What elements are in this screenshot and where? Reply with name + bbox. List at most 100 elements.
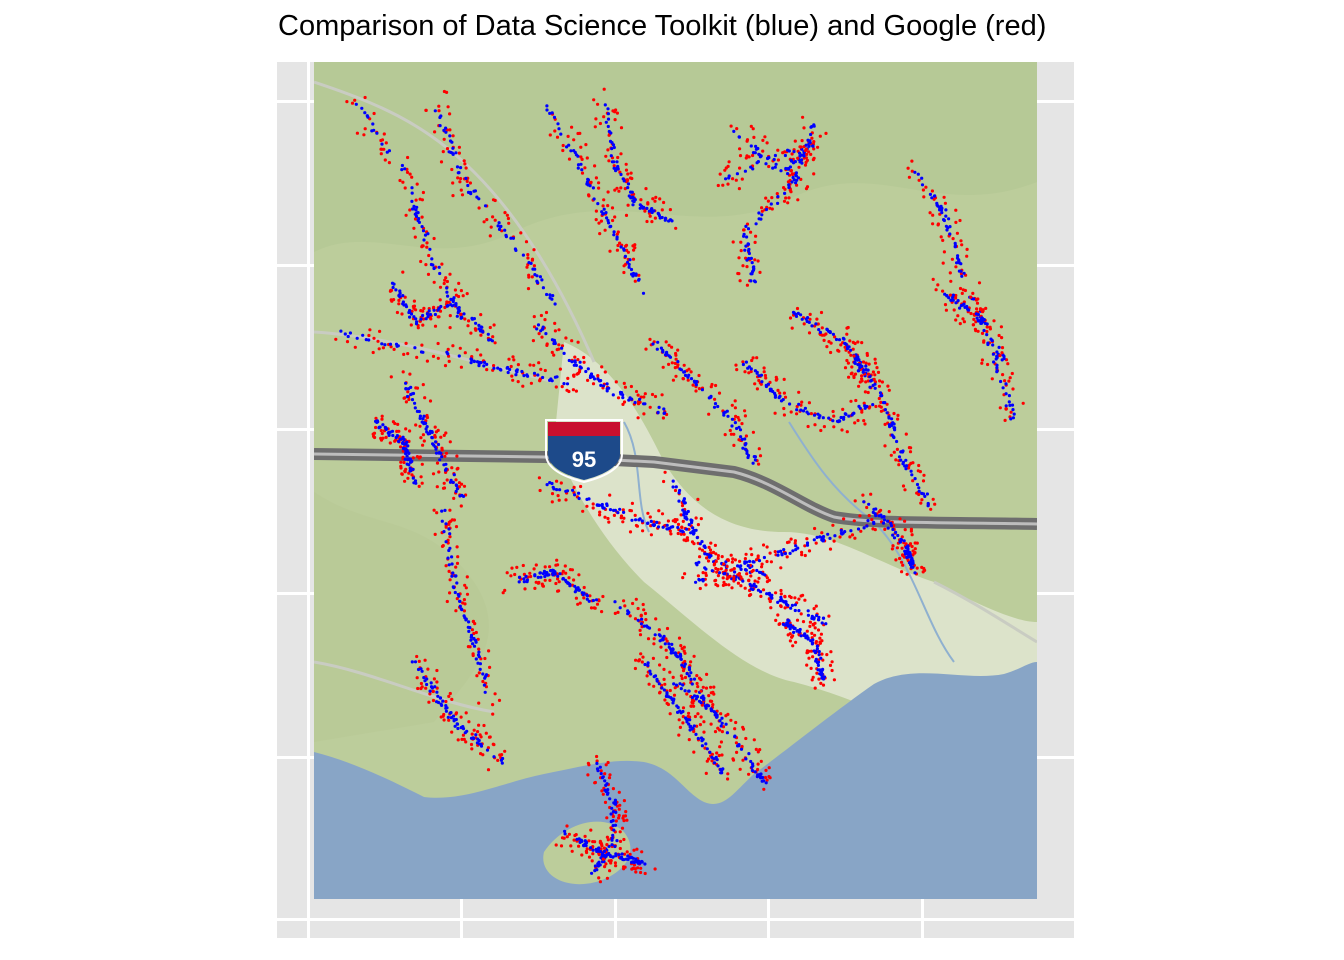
- google-point: [605, 843, 609, 847]
- dst-point: [867, 502, 871, 506]
- google-point: [751, 356, 755, 360]
- google-point: [411, 456, 415, 460]
- google-point: [569, 844, 573, 848]
- google-point: [793, 539, 797, 543]
- google-point: [431, 689, 435, 694]
- google-point: [783, 395, 788, 399]
- dst-point: [444, 709, 448, 713]
- google-point: [419, 681, 423, 686]
- dst-point: [587, 599, 591, 603]
- dst-point: [525, 373, 529, 377]
- google-point: [729, 718, 733, 722]
- google-point: [597, 598, 601, 602]
- google-point: [686, 378, 690, 382]
- dst-point: [737, 744, 741, 748]
- dst-point: [593, 864, 597, 868]
- dst-point: [608, 797, 612, 801]
- google-point: [712, 563, 716, 567]
- google-point: [971, 291, 975, 295]
- google-point: [810, 136, 814, 140]
- dst-point: [453, 724, 457, 728]
- dst-point: [400, 168, 404, 172]
- google-point: [768, 599, 772, 604]
- dst-point: [404, 442, 408, 446]
- google-point: [511, 355, 515, 359]
- dst-point: [741, 446, 745, 450]
- google-point: [743, 414, 747, 418]
- dst-point: [841, 531, 845, 535]
- google-point: [420, 462, 424, 466]
- dst-point: [478, 667, 482, 672]
- dst-point: [689, 531, 693, 535]
- google-point: [777, 622, 781, 627]
- google-point: [1010, 371, 1014, 376]
- google-point: [564, 336, 568, 340]
- dst-point: [422, 414, 426, 418]
- dst-point: [450, 304, 454, 308]
- google-point: [438, 285, 443, 289]
- google-point: [910, 159, 914, 163]
- google-point: [898, 517, 902, 521]
- google-point: [707, 412, 711, 416]
- google-point: [592, 606, 596, 610]
- google-point: [720, 753, 724, 757]
- google-point: [759, 382, 763, 386]
- google-point: [398, 178, 402, 183]
- dst-point: [687, 523, 691, 527]
- dst-point: [992, 360, 996, 364]
- dst-point: [753, 280, 757, 284]
- google-point: [621, 816, 625, 820]
- dst-point: [412, 481, 416, 485]
- google-point: [797, 597, 801, 601]
- google-point: [607, 520, 611, 524]
- dst-point: [492, 366, 496, 370]
- google-point: [372, 111, 376, 116]
- google-point: [679, 644, 683, 648]
- dst-point: [541, 286, 545, 290]
- google-point: [647, 682, 651, 686]
- google-point: [743, 586, 747, 590]
- google-point: [675, 518, 679, 522]
- dst-point: [732, 129, 736, 133]
- google-point: [747, 371, 751, 375]
- google-point: [762, 370, 766, 374]
- dst-point: [777, 396, 781, 400]
- dst-point: [733, 421, 737, 425]
- dst-point: [722, 572, 726, 576]
- dst-point: [619, 172, 623, 177]
- dst-point: [455, 314, 459, 318]
- google-point: [624, 810, 628, 814]
- google-point: [674, 353, 678, 357]
- dst-point: [414, 208, 418, 212]
- dst-point: [959, 304, 963, 308]
- google-point: [768, 206, 772, 210]
- google-point: [779, 588, 783, 593]
- dst-point: [678, 367, 682, 371]
- dst-point: [694, 528, 698, 532]
- google-point: [603, 370, 607, 374]
- google-point: [559, 844, 564, 848]
- google-point: [821, 683, 826, 687]
- google-point: [597, 876, 601, 880]
- google-point: [660, 683, 664, 687]
- google-point: [646, 201, 650, 205]
- google-point: [815, 671, 819, 675]
- dst-point: [428, 312, 433, 317]
- google-point: [668, 208, 672, 212]
- dst-point: [423, 233, 428, 237]
- google-point: [910, 544, 914, 549]
- dst-point: [454, 303, 458, 308]
- dst-point: [682, 664, 686, 669]
- google-point: [477, 701, 481, 705]
- dst-point: [662, 688, 666, 692]
- dst-point: [586, 367, 590, 371]
- google-point: [554, 385, 558, 389]
- google-point: [873, 361, 878, 365]
- dst-point: [559, 132, 563, 136]
- google-point: [477, 647, 481, 651]
- google-point: [448, 272, 452, 276]
- dst-point: [430, 257, 434, 261]
- google-point: [901, 563, 905, 567]
- dst-point: [450, 140, 454, 144]
- dst-point: [956, 254, 960, 258]
